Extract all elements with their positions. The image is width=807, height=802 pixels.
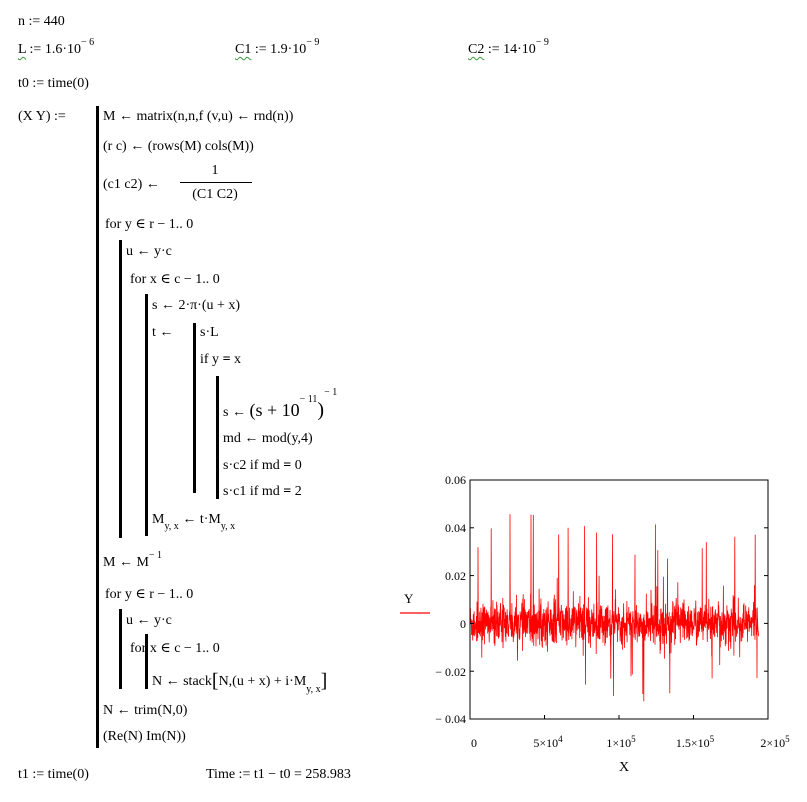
time-result[interactable]: Time := t1 − t0 = 258.983: [206, 767, 351, 782]
fraction-bar: [180, 182, 252, 183]
x-tick-label: 1.5×105: [676, 734, 715, 750]
x-axis-label: X: [619, 760, 629, 775]
prog-line-8-lhs[interactable]: t ←: [152, 325, 174, 340]
y-tick-label: 0.02: [445, 569, 466, 583]
y-tick-label: 0.04: [445, 521, 466, 535]
x-tick-label: 1×105: [606, 734, 636, 750]
y-tick-label: 0: [460, 617, 466, 631]
def-L[interactable]: L := 1.6·10− 6: [18, 37, 95, 57]
program-bar-for2-inner: [145, 634, 148, 689]
prog-line-6[interactable]: for x ∈ c − 1.. 0: [130, 272, 220, 287]
y-tick-label: − 0.04: [435, 712, 466, 726]
x-tick-label: 2×105: [760, 734, 790, 750]
program-bar-for1-inner: [145, 294, 148, 536]
prog-line-17[interactable]: u ← y·c: [126, 613, 172, 628]
prog-line-9[interactable]: if y = x: [200, 352, 242, 367]
prog-line-15[interactable]: M ← M− 1: [103, 550, 163, 570]
prog-line-10[interactable]: s ← (s + 10− 11)− 1: [223, 387, 338, 421]
prog-line-4[interactable]: for y ∈ r − 1.. 0: [105, 217, 194, 232]
prog-line-13[interactable]: s·c1 if md = 2: [223, 484, 302, 499]
prog-line-8[interactable]: s·L: [200, 325, 219, 340]
prog-line-5[interactable]: u ← y·c: [126, 244, 172, 259]
program-bar-for1: [119, 240, 122, 538]
prog-line-20[interactable]: N ← trim(N,0): [103, 703, 188, 718]
program-bar-if: [216, 376, 219, 499]
program-bar-outer: [96, 106, 99, 748]
prog-line-3-den: (C1 C2): [192, 187, 238, 202]
prog-line-11[interactable]: md ← mod(y,4): [223, 431, 313, 446]
def-C2[interactable]: C2 := 14·10− 9: [468, 37, 549, 57]
prog-line-7[interactable]: s ← 2·π·(u + x): [152, 298, 241, 313]
def-C1[interactable]: C1 := 1.9·10− 9: [235, 37, 320, 57]
series-Y-trace: [469, 514, 759, 702]
prog-line-18[interactable]: for x ∈ c − 1.. 0: [130, 641, 220, 656]
def-n[interactable]: n := 440: [18, 14, 65, 29]
legend-label: Y: [404, 591, 414, 606]
x-tick-label: 0: [471, 736, 477, 750]
prog-line-1[interactable]: M ← matrix(n,n,f (v,u) ← rnd(n)): [103, 109, 294, 124]
def-t1[interactable]: t1 := time(0): [18, 767, 89, 782]
x-tick-label: 5×104: [533, 734, 563, 750]
prog-line-3-num: 1: [211, 163, 219, 178]
prog-line-14[interactable]: My, x ← t·My, x: [152, 512, 236, 532]
prog-line-3-lhs[interactable]: (c1 c2) ←: [103, 177, 160, 192]
prog-line-19[interactable]: N ← stack[N,(u + x) + i·My, x]: [152, 670, 328, 695]
prog-line-2[interactable]: (r c) ← (rows(M) cols(M)): [103, 139, 254, 154]
y-tick-label: − 0.02: [435, 665, 466, 679]
prog-line-21[interactable]: (Re(N) Im(N)): [103, 729, 186, 744]
program-bar-for2: [119, 609, 122, 689]
def-t0[interactable]: t0 := time(0): [18, 76, 89, 91]
y-tick-label: 0.06: [445, 473, 466, 487]
prog-line-16[interactable]: for y ∈ r − 1.. 0: [105, 587, 194, 602]
prog-line-12[interactable]: s·c2 if md = 0: [223, 458, 302, 473]
program-bar-t: [193, 323, 196, 493]
program-lhs[interactable]: (X Y) :=: [18, 109, 66, 124]
